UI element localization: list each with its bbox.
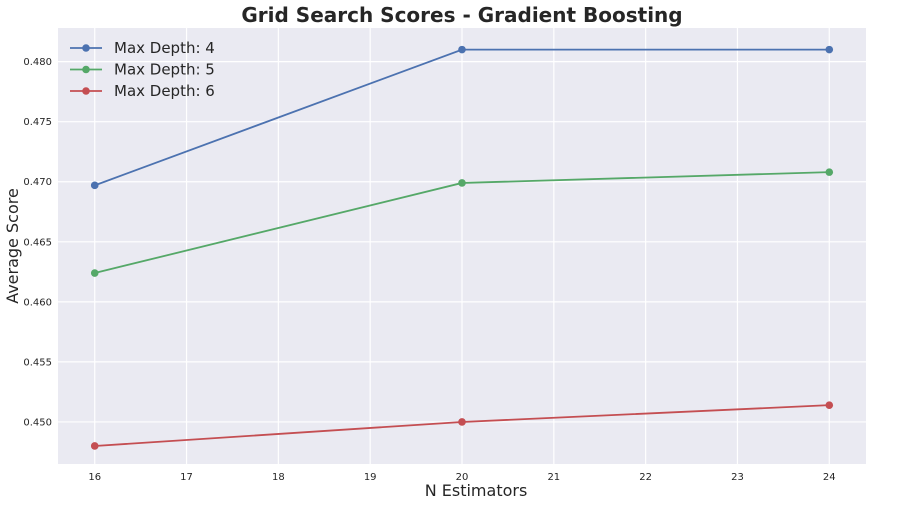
data-point bbox=[458, 45, 466, 54]
data-point bbox=[825, 401, 834, 409]
x-tick-label: 16 bbox=[88, 472, 101, 483]
legend-label: Max Depth: 6 bbox=[114, 82, 215, 100]
data-point bbox=[90, 269, 99, 277]
x-axis-label: N Estimators bbox=[425, 481, 528, 500]
data-point bbox=[458, 179, 466, 187]
x-tick-label: 24 bbox=[823, 472, 836, 483]
legend-label: Max Depth: 5 bbox=[114, 61, 215, 79]
x-tick-label: 23 bbox=[731, 472, 744, 483]
data-point bbox=[825, 168, 834, 176]
y-tick-label: 0.475 bbox=[23, 117, 52, 128]
x-tick-label: 21 bbox=[547, 472, 560, 483]
legend-item: Max Depth: 5 bbox=[70, 61, 215, 79]
legend: Max Depth: 4 Max Depth: 5 Max Depth: 6 bbox=[70, 39, 215, 100]
data-point bbox=[90, 181, 99, 190]
legend-marker bbox=[82, 65, 90, 74]
y-tick-label: 0.465 bbox=[23, 237, 52, 248]
y-tick-label: 0.470 bbox=[23, 177, 52, 188]
x-tick-label: 18 bbox=[272, 472, 285, 483]
data-point bbox=[90, 442, 99, 450]
legend-marker bbox=[82, 44, 90, 52]
series-1 bbox=[90, 45, 834, 190]
x-tick-label: 19 bbox=[364, 472, 377, 483]
data-point bbox=[458, 418, 466, 426]
y-tick-label: 0.455 bbox=[23, 357, 52, 368]
legend-item: Max Depth: 4 bbox=[70, 39, 215, 57]
x-tick-label: 17 bbox=[180, 472, 193, 483]
legend-marker bbox=[82, 87, 90, 95]
legend-item: Max Depth: 6 bbox=[70, 82, 215, 100]
y-tick-label: 0.480 bbox=[23, 57, 52, 68]
x-tick-labels: 16 17 18 19 20 21 22 23 24 bbox=[88, 472, 835, 483]
series-3 bbox=[90, 401, 834, 450]
y-tick-label: 0.450 bbox=[23, 417, 52, 428]
chart-title: Grid Search Scores - Gradient Boosting bbox=[241, 3, 682, 27]
y-axis-label: Average Score bbox=[3, 188, 22, 304]
series-2 bbox=[90, 168, 834, 277]
x-tick-label: 22 bbox=[639, 472, 652, 483]
data-point bbox=[825, 45, 834, 54]
y-tick-labels: 0.450 0.455 0.460 0.465 0.470 0.475 0.480 bbox=[23, 57, 52, 428]
y-tick-label: 0.460 bbox=[23, 297, 52, 308]
series bbox=[90, 45, 834, 450]
legend-label: Max Depth: 4 bbox=[114, 39, 215, 57]
x-tick-label: 20 bbox=[456, 472, 469, 483]
